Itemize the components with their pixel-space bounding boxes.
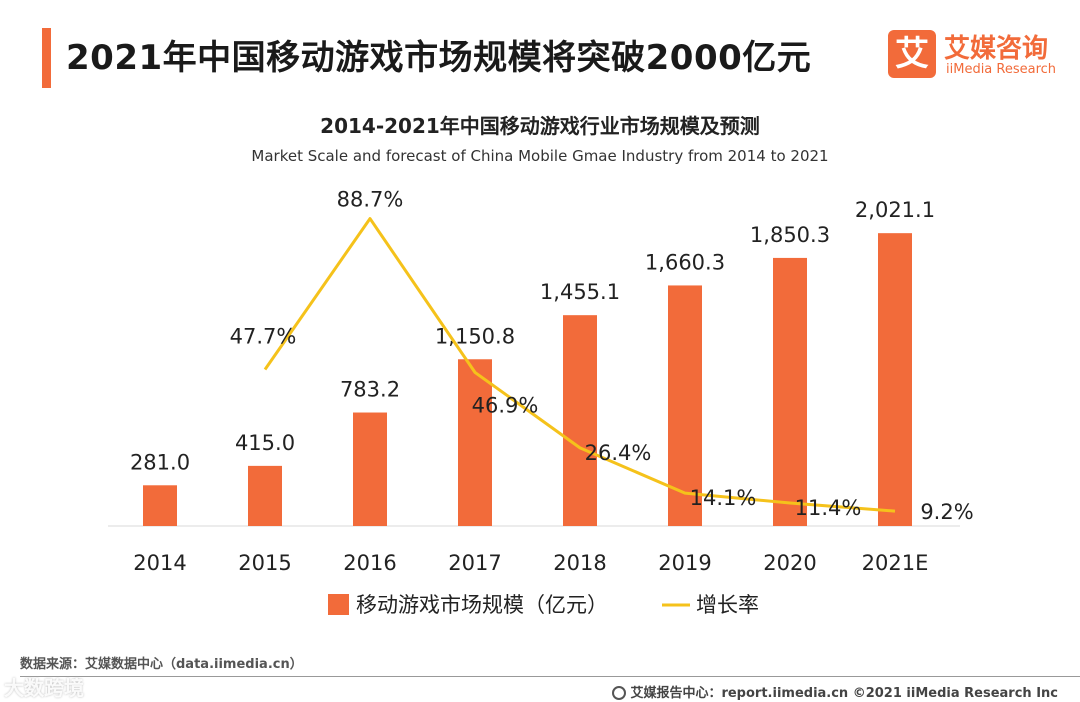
footer-divider: [20, 676, 1080, 677]
bar-label-2014: 281.0: [130, 450, 190, 474]
data-source: 数据来源：艾媒数据中心（data.iimedia.cn）: [20, 657, 303, 672]
legend-bar-label: 移动游戏市场规模（亿元）: [356, 593, 608, 617]
bar-2016: [353, 412, 387, 526]
brand-logo: 艾 艾媒咨询 iiMedia Research: [888, 30, 1068, 86]
legend-bar-swatch: [328, 594, 349, 615]
logo-name-en: iiMedia Research: [946, 62, 1057, 77]
growth-label-2015: 47.7%: [230, 324, 297, 348]
chart-title: 2014-2021年中国移动游戏行业市场规模及预测: [320, 114, 760, 138]
page-title: 2021年中国移动游戏市场规模将突破2000亿元: [66, 38, 812, 78]
growth-label-2016: 88.7%: [337, 188, 404, 212]
globe-icon: [612, 686, 627, 700]
logo-mark-icon: 艾: [888, 30, 936, 78]
logo-name-cn: 艾媒咨询: [944, 34, 1049, 64]
bar-label-2016: 783.2: [340, 378, 400, 402]
bar-label-2018: 1,455.1: [540, 280, 620, 304]
bar-label-2020: 1,850.3: [750, 223, 830, 247]
bar-2015: [248, 465, 282, 526]
growth-rate-line: [263, 217, 896, 513]
bar-2019: [668, 285, 702, 526]
growth-label-2019: 14.1%: [690, 486, 757, 510]
watermark: 大数跨境: [4, 676, 84, 700]
x-tick-2020: 2020: [763, 551, 816, 575]
bar-label-2017: 1,150.8: [435, 324, 515, 348]
growth-label-2017: 46.9%: [472, 393, 539, 417]
growth-label-2021E: 9.2%: [920, 500, 973, 524]
market-scale-chart: 281.0 2014 415.0 2015 783.2 2016 1,150.8 2017 1,…: [108, 188, 974, 617]
bar-2017: [458, 359, 492, 526]
title-accent-bar: [42, 28, 51, 88]
x-tick-2019: 2019: [658, 551, 711, 575]
x-tick-2018: 2018: [553, 551, 606, 575]
x-tick-2015: 2015: [238, 551, 291, 575]
x-tick-2021E: 2021E: [862, 551, 929, 575]
footer-credit-text: 艾媒报告中心：report.iimedia.cn ©2021 iiMedia R…: [630, 686, 1058, 701]
x-tick-2017: 2017: [448, 551, 501, 575]
footer-credit: 艾媒报告中心：report.iimedia.cn ©2021 iiMedia R…: [612, 682, 1058, 701]
bar-label-2019: 1,660.3: [645, 250, 725, 274]
x-tick-2014: 2014: [133, 551, 186, 575]
bar-2014: [143, 485, 177, 526]
legend-line-label: 增长率: [696, 593, 759, 617]
bar-2020: [773, 257, 807, 526]
growth-label-2020: 11.4%: [795, 496, 862, 520]
x-tick-2016: 2016: [343, 551, 396, 575]
bar-label-2021E: 2,021.1: [855, 198, 935, 222]
bar-2021E: [878, 233, 912, 526]
bar-2018: [563, 315, 597, 526]
growth-label-2018: 26.4%: [585, 441, 652, 465]
bar-label-2015: 415.0: [235, 431, 295, 455]
chart-subtitle: Market Scale and forecast of China Mobil…: [251, 147, 829, 165]
